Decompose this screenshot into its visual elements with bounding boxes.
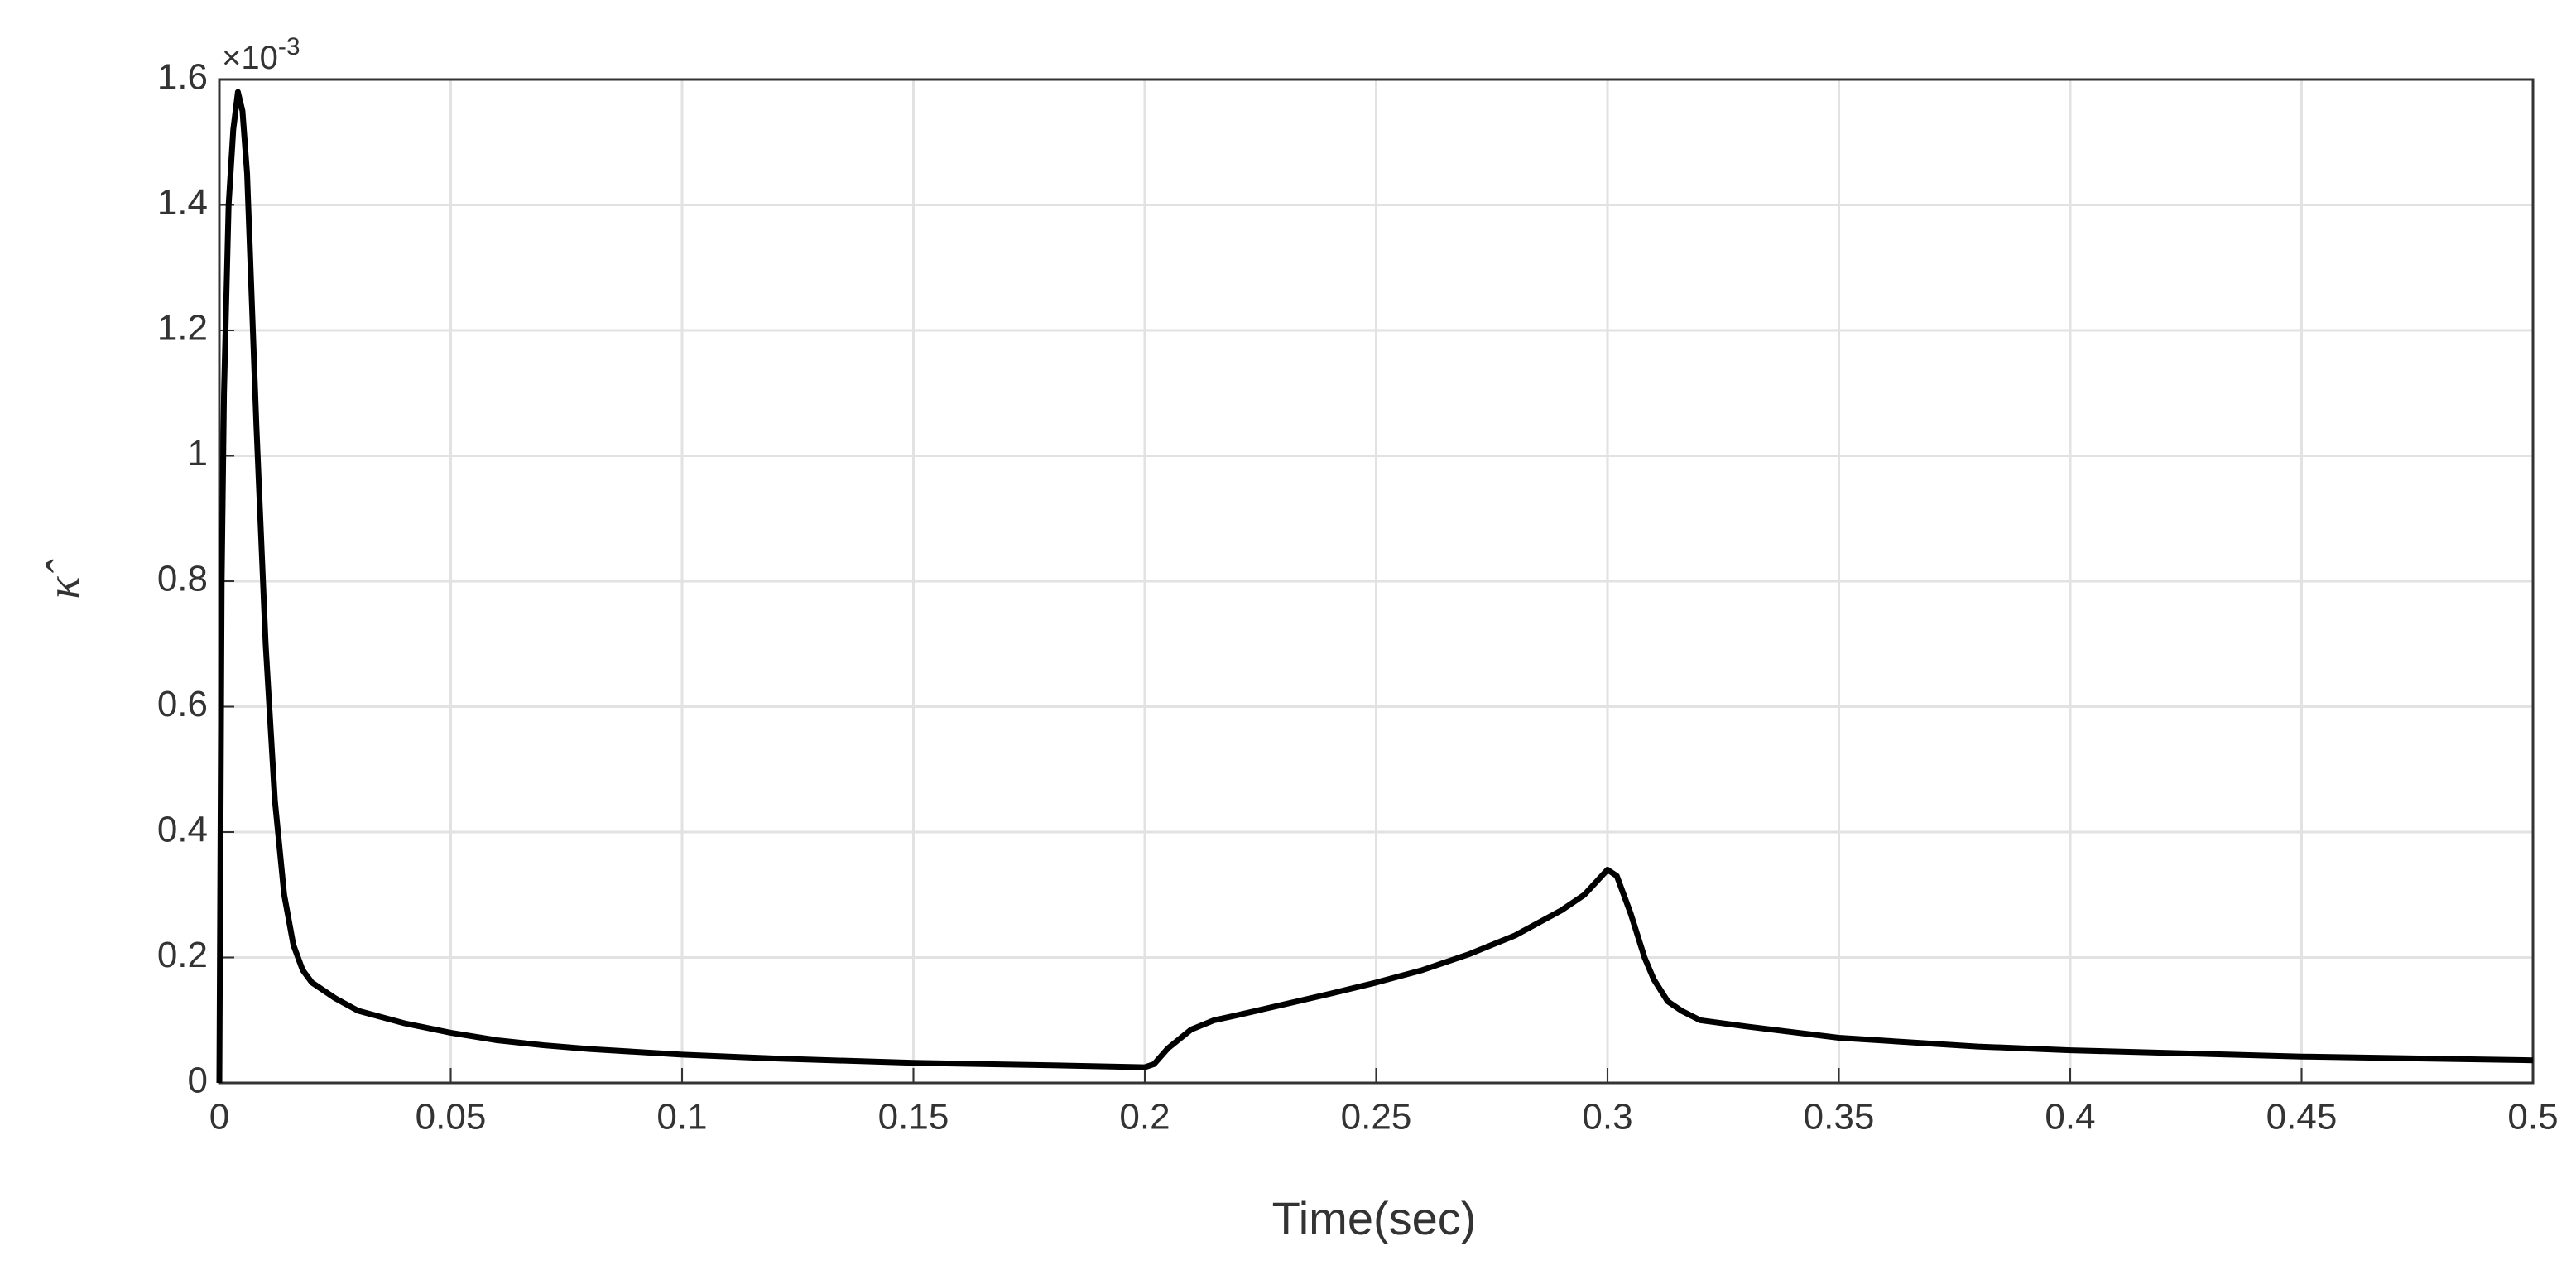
x-tick-label: 0.35 bbox=[1804, 1097, 1875, 1138]
y-multiplier: ×10-3 bbox=[222, 33, 300, 76]
x-tick-label: 0.15 bbox=[878, 1097, 949, 1138]
x-tick-label: 0.05 bbox=[416, 1097, 487, 1138]
y-tick-label: 0.6 bbox=[157, 684, 208, 724]
x-tick-label: 0.5 bbox=[2507, 1097, 2558, 1138]
multiplier-exponent: -3 bbox=[278, 33, 300, 60]
data-line bbox=[216, 89, 2534, 1084]
multiplier-base: ×10 bbox=[222, 40, 278, 76]
x-tick-label: 0 bbox=[209, 1097, 229, 1138]
y-tick-label: 1.6 bbox=[157, 57, 208, 98]
y-tick-label: 1.2 bbox=[157, 308, 208, 349]
x-tick-label: 0.45 bbox=[2266, 1097, 2338, 1138]
x-axis-label: Time(sec) bbox=[1272, 1192, 1477, 1244]
x-tick-label: 0.4 bbox=[2045, 1097, 2095, 1138]
x-tick-label: 0.3 bbox=[1582, 1097, 1632, 1138]
y-tick-label: 1.4 bbox=[157, 182, 208, 223]
y-tick-label: 0 bbox=[188, 1061, 208, 1101]
x-tick-label: 0.2 bbox=[1119, 1097, 1170, 1138]
x-tick-label: 0.25 bbox=[1341, 1097, 1412, 1138]
y-tick-label: 0.2 bbox=[157, 935, 208, 975]
y-tick-label: 1 bbox=[188, 433, 208, 474]
y-tick-label: 0.4 bbox=[157, 810, 208, 850]
x-tick-label: 0.1 bbox=[656, 1097, 707, 1138]
y-tick-label: 0.8 bbox=[157, 559, 208, 599]
